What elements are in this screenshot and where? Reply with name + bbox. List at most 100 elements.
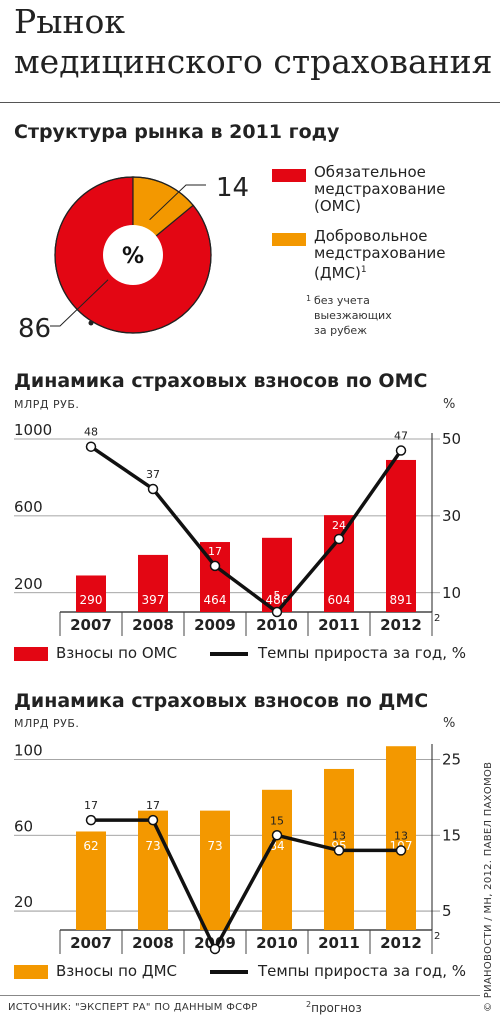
growth-line — [91, 818, 401, 951]
pie-leader-line — [50, 279, 109, 327]
bar-value-label: 891 — [390, 593, 413, 607]
growth-point — [333, 533, 345, 545]
x-tick-label: 2011 — [318, 616, 360, 634]
bar — [386, 459, 416, 612]
y-tick-right: 5 — [442, 902, 452, 920]
oms-unit-right: % — [443, 397, 456, 412]
bar — [200, 810, 230, 930]
oms-unit-left: МЛРД РУБ. — [14, 398, 80, 411]
y-tick-left: 200 — [14, 575, 43, 593]
x-tick-label: 2009 — [194, 934, 236, 952]
forecast-mark: 2 — [306, 1000, 312, 1009]
dms-legend-line: Темпы прироста за год, % — [258, 962, 467, 980]
y-tick-left: 100 — [14, 741, 43, 759]
bar — [386, 746, 416, 930]
bar — [262, 789, 292, 930]
y-tick-left: 60 — [14, 817, 33, 835]
growth-point — [209, 943, 221, 955]
growth-value-label: 17 — [208, 545, 222, 558]
oms-legend-bars: Взносы по ОМС — [56, 644, 178, 662]
bar — [138, 554, 168, 612]
y-tick-right: 25 — [442, 750, 461, 768]
pie-leader-dot — [88, 320, 94, 326]
x-tick-label: 2012 — [380, 934, 422, 952]
footnote-line: без учета — [314, 294, 370, 307]
pie-center-label: % — [122, 244, 144, 269]
growth-point — [209, 560, 221, 572]
legend-dms-line: Добровольное — [314, 227, 428, 245]
x-tick-label: 2009 — [194, 616, 236, 634]
oms-chart: 200 600 1000 10 30 50 2007 2008 2009 2010 2011 2012… — [14, 421, 461, 636]
title-divider — [0, 102, 500, 103]
bar-value-label: 290 — [80, 593, 103, 607]
pie-leader-line — [149, 184, 206, 221]
bar — [324, 515, 354, 612]
dms-legend-line-swatch — [210, 970, 248, 974]
growth-point — [85, 441, 97, 452]
y-tick-left: 600 — [14, 498, 43, 516]
growth-point — [85, 814, 97, 826]
y-tick-right: 15 — [442, 826, 461, 844]
legend-dms: Добровольное медстрахование (ДМС)1 — [314, 228, 445, 282]
growth-value-label: 47 — [394, 430, 408, 443]
growth-point — [395, 445, 407, 456]
source-note: ИСТОЧНИК: "ЭКСПЕРТ РА" ПО ДАННЫМ ФСФР — [8, 1002, 258, 1013]
legend-oms-line: (ОМС) — [314, 197, 361, 215]
bar-value-label: 73 — [145, 839, 160, 853]
x-tick-label: 2010 — [256, 616, 298, 634]
bar-value-label: 604 — [328, 593, 351, 607]
growth-value-label: 48 — [84, 426, 98, 439]
dms-chart: 20 60 100 5 15 25 2007 2008 2009 2010 2011 2012 2 62 7… — [14, 741, 461, 955]
oms-legend-line-swatch — [210, 652, 248, 656]
x-tick-label: 2007 — [70, 934, 112, 952]
growth-value-label: 24 — [332, 519, 346, 532]
forecast-note-text: прогноз — [311, 1001, 362, 1015]
x-tick-label: 2008 — [132, 934, 174, 952]
oms-legend-bar-swatch — [14, 647, 48, 661]
structure-title: Структура рынка в 2011 году — [14, 121, 340, 143]
y-tick-right: 10 — [442, 584, 461, 602]
legend-swatch-dms — [272, 233, 306, 246]
growth-point — [333, 845, 345, 856]
page-title-line-1: Рынок — [14, 2, 125, 41]
legend-dms-line: (ДМС)1 — [314, 262, 445, 282]
credit: © РИАНОВОСТИ / МН, 2012. ПАВЕЛ ПАХОМОВ — [483, 761, 494, 1012]
pie-value-label: 86 — [18, 314, 51, 344]
pie-labels: 14 86 — [18, 173, 249, 344]
legend-oms: Обязательное медстрахование (ОМС) — [314, 164, 445, 215]
x-tick-label: 2010 — [256, 934, 298, 952]
bar-value-label: 397 — [142, 593, 165, 607]
x-tick-label: 2007 — [70, 616, 112, 634]
bar — [138, 810, 168, 930]
x-tick-label: 2008 — [132, 616, 174, 634]
y-tick-right: 50 — [442, 430, 461, 448]
bar-value-label: 73 — [207, 839, 222, 853]
forecast-note: 2прогноз — [306, 1000, 362, 1015]
oms-legend-line: Темпы прироста за год, % — [258, 644, 467, 662]
dms-unit-right: % — [443, 716, 456, 731]
legend-swatch-oms — [272, 169, 306, 182]
growth-value-label: 13 — [394, 829, 408, 842]
bar — [76, 575, 106, 612]
bar-value-label: 62 — [83, 839, 98, 853]
legend-dms-line-text: (ДМС) — [314, 264, 361, 282]
x-tick-label: 2011 — [318, 934, 360, 952]
growth-point — [271, 606, 283, 618]
x-tick-label: 2012 — [380, 616, 422, 634]
pie-value-label: 14 — [216, 173, 249, 203]
y-tick-left: 20 — [14, 893, 33, 911]
footnote-line: за рубеж — [314, 324, 368, 337]
growth-point — [395, 845, 407, 856]
y-tick-right: 30 — [442, 507, 461, 525]
growth-point — [147, 483, 159, 495]
dms-unit-left: МЛРД РУБ. — [14, 717, 80, 730]
growth-point — [147, 814, 159, 826]
pie-chart: % 14 86 — [18, 173, 249, 344]
footer-divider — [0, 995, 480, 996]
bar — [76, 831, 106, 930]
growth-value-label: 5 — [274, 589, 281, 602]
dms-legend-bars: Взносы по ДМС — [56, 962, 177, 980]
growth-value-label: 15 — [270, 814, 284, 827]
structure-footnote: 1 без учета выезжающих за рубеж — [306, 293, 392, 338]
pie-outline — [54, 176, 212, 334]
